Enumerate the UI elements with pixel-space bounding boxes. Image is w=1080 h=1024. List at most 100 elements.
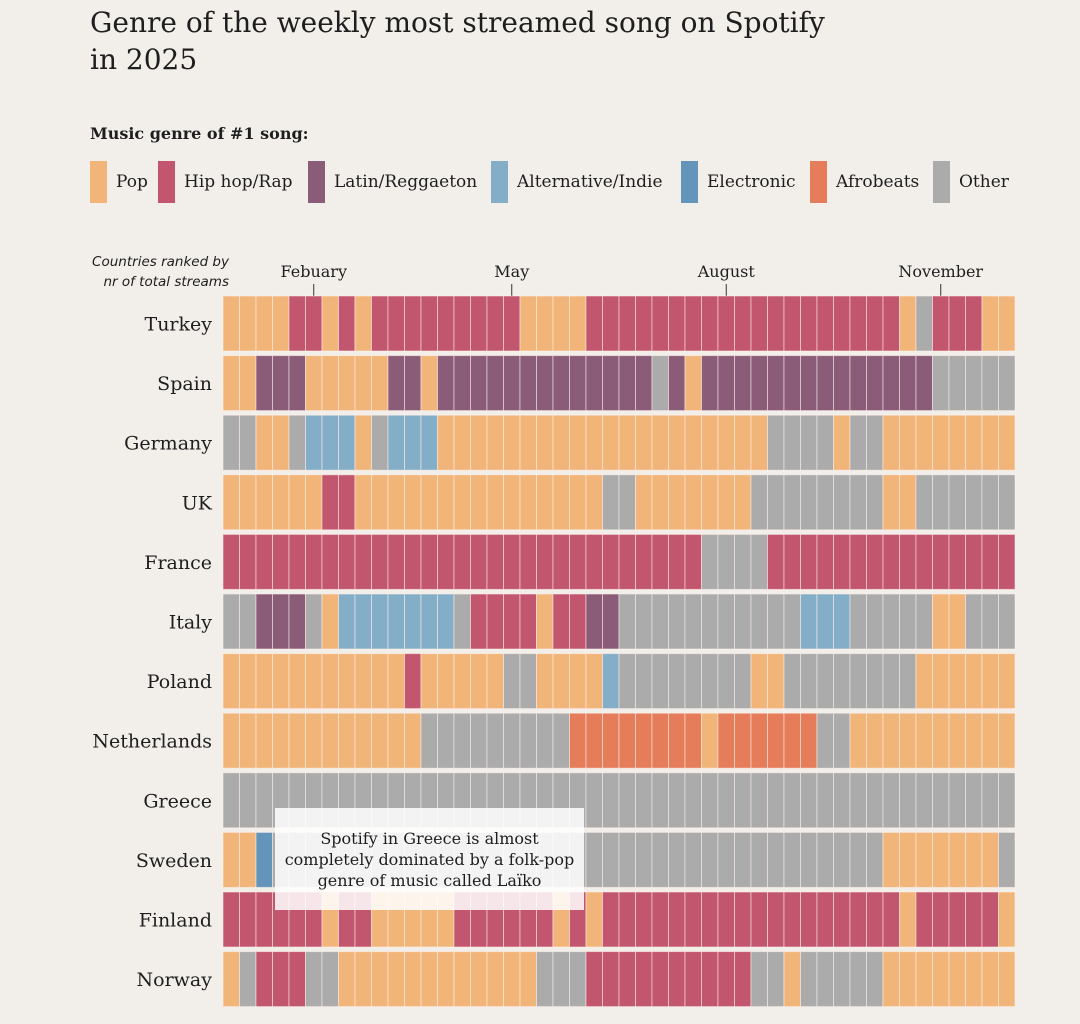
week-cell <box>585 414 603 471</box>
week-cell <box>981 295 999 352</box>
week-cell <box>420 355 438 412</box>
week-cell <box>833 891 851 948</box>
week-cell <box>849 772 867 829</box>
week-cell <box>717 831 735 888</box>
week-cell <box>305 533 323 590</box>
week-cell <box>420 295 438 352</box>
week-cell <box>470 712 488 769</box>
week-cell <box>602 593 620 650</box>
week-cell <box>800 414 818 471</box>
week-cell <box>684 414 702 471</box>
week-cell <box>288 295 306 352</box>
week-cell <box>882 951 900 1008</box>
week-cell <box>734 593 752 650</box>
week-cell <box>305 951 323 1008</box>
week-cell <box>899 891 917 948</box>
week-cell <box>948 593 966 650</box>
week-cell <box>734 533 752 590</box>
week-cell <box>915 355 933 412</box>
week-cell <box>783 593 801 650</box>
week-cell <box>239 474 257 531</box>
week-cell <box>866 772 884 829</box>
week-cell <box>767 831 785 888</box>
week-cell <box>800 593 818 650</box>
week-cell <box>915 474 933 531</box>
week-cell <box>239 712 257 769</box>
week-cell <box>569 951 587 1008</box>
week-cell <box>552 593 570 650</box>
week-cell <box>800 653 818 710</box>
week-cell <box>453 295 471 352</box>
week-cell <box>734 951 752 1008</box>
week-cell <box>618 891 636 948</box>
legend-swatch-hiphop <box>158 161 175 203</box>
week-cell <box>288 474 306 531</box>
week-cell <box>816 533 834 590</box>
week-cell <box>437 951 455 1008</box>
week-cell <box>866 951 884 1008</box>
week-cell <box>354 712 372 769</box>
week-cell <box>305 474 323 531</box>
week-cell <box>833 653 851 710</box>
week-cell <box>948 355 966 412</box>
week-cell <box>651 355 669 412</box>
week-cell <box>371 295 389 352</box>
week-cell <box>651 951 669 1008</box>
week-cell <box>783 891 801 948</box>
week-cell <box>866 355 884 412</box>
country-label: Finland <box>139 910 212 932</box>
week-cell <box>503 295 521 352</box>
week-cell <box>602 891 620 948</box>
week-cell <box>371 653 389 710</box>
week-cell <box>222 355 240 412</box>
week-cell <box>651 772 669 829</box>
week-cell <box>932 712 950 769</box>
week-cell <box>833 474 851 531</box>
week-cell <box>899 772 917 829</box>
week-cell <box>899 712 917 769</box>
week-cell <box>552 653 570 710</box>
week-cell <box>998 414 1016 471</box>
week-cell <box>305 653 323 710</box>
week-cell <box>602 712 620 769</box>
week-cell <box>354 474 372 531</box>
week-cell <box>536 593 554 650</box>
chart-title: Genre of the weekly most streamed song o… <box>90 6 825 76</box>
week-cell <box>486 712 504 769</box>
week-cell <box>948 951 966 1008</box>
week-cell <box>932 355 950 412</box>
week-cell <box>354 593 372 650</box>
week-cell <box>701 712 719 769</box>
week-cell <box>668 593 686 650</box>
week-cell <box>866 474 884 531</box>
week-cell <box>618 533 636 590</box>
week-cell <box>684 831 702 888</box>
week-cell <box>882 474 900 531</box>
week-cell <box>849 355 867 412</box>
week-cell <box>849 474 867 531</box>
week-cell <box>998 474 1016 531</box>
week-cell <box>519 414 537 471</box>
legend-label: Pop <box>116 172 148 192</box>
week-cell <box>783 414 801 471</box>
week-cell <box>272 474 290 531</box>
week-cell <box>618 712 636 769</box>
week-cell <box>255 593 273 650</box>
week-cell <box>321 951 339 1008</box>
rank-note: Countries ranked by nr of total streams <box>40 252 229 292</box>
week-cell <box>833 831 851 888</box>
week-cell <box>849 831 867 888</box>
week-cell <box>635 414 653 471</box>
week-cell <box>239 355 257 412</box>
week-cell <box>519 295 537 352</box>
week-cell <box>866 414 884 471</box>
week-cell <box>981 533 999 590</box>
week-cell <box>486 653 504 710</box>
week-cell <box>503 355 521 412</box>
week-cell <box>354 355 372 412</box>
week-cell <box>486 474 504 531</box>
legend-item-alternative: Alternative/Indie <box>491 161 663 203</box>
week-cell <box>321 593 339 650</box>
week-cell <box>783 474 801 531</box>
week-cell <box>338 653 356 710</box>
